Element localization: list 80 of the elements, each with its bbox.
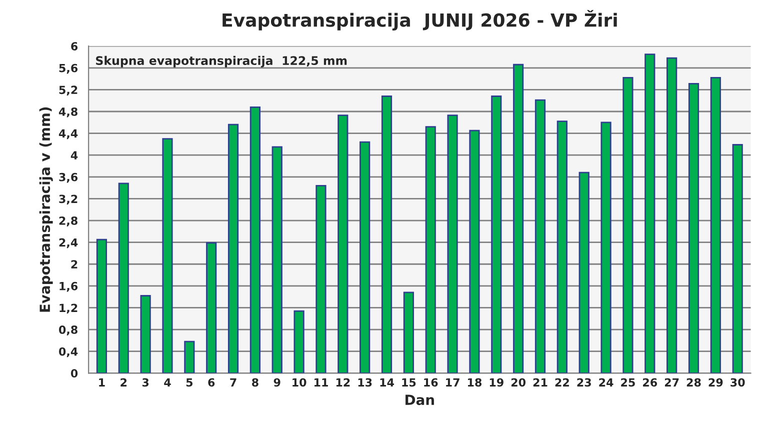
bar	[644, 54, 656, 374]
bar	[272, 146, 282, 374]
bar	[140, 295, 151, 374]
bar	[403, 292, 414, 374]
y-tick-label: 4	[70, 151, 78, 160]
x-tick-label: 1	[99, 378, 105, 386]
bar	[732, 144, 743, 374]
bar	[622, 77, 634, 374]
chart-title: Evapotranspiracija JUNIJ 2026 - VP Žiri	[222, 10, 617, 31]
x-tick-label: 11	[314, 378, 328, 386]
x-tick-label: 12	[336, 378, 350, 386]
x-tick-label: 30	[730, 378, 745, 387]
x-tick-label: 15	[402, 378, 416, 387]
y-tick-label: 2	[71, 260, 78, 268]
x-tick-label: 4	[164, 378, 171, 386]
bar	[206, 242, 217, 374]
x-tick-label: 18	[468, 378, 482, 387]
x-tick-label: 29	[708, 378, 723, 387]
x-tick-label: 22	[555, 378, 569, 386]
y-tick-label: 4,8	[58, 107, 78, 118]
y-tick-label: 5,2	[59, 86, 78, 96]
bar	[316, 184, 326, 374]
x-axis-title: Dan	[406, 394, 434, 406]
x-tick-label: 26	[643, 378, 658, 387]
x-tick-label: 25	[621, 378, 635, 387]
bar	[250, 106, 260, 374]
x-tick-label: 21	[533, 378, 548, 386]
bar	[469, 130, 480, 374]
bar	[600, 122, 612, 374]
y-tick-label: 1,2	[60, 304, 78, 314]
y-tick-label: 2,8	[59, 216, 78, 226]
x-tick-label: 16	[424, 378, 438, 387]
y-tick-label: 2,4	[59, 238, 78, 248]
y-tick-label: 0,8	[58, 326, 78, 336]
x-tick-label: 28	[686, 378, 701, 387]
bar	[666, 57, 678, 374]
bar	[118, 182, 129, 374]
x-tick-label: 24	[599, 378, 614, 386]
x-tick-label: 3	[142, 378, 149, 387]
y-tick-label: 0	[70, 369, 78, 378]
bar	[184, 340, 195, 374]
x-tick-label: 6	[208, 378, 215, 387]
x-tick-label: 20	[511, 378, 526, 387]
x-tick-label: 23	[577, 378, 591, 387]
bar	[710, 77, 721, 374]
bar	[447, 114, 458, 374]
y-tick-label: 3,2	[59, 194, 78, 205]
y-tick-label: 6	[71, 42, 78, 50]
x-tick-label: 19	[490, 378, 504, 387]
bar	[338, 114, 348, 374]
y-tick-label: 5,6	[59, 64, 78, 74]
bar	[228, 124, 239, 374]
x-tick-label: 13	[358, 378, 372, 387]
x-tick-label: 10	[292, 378, 306, 387]
bar	[513, 64, 524, 374]
bar	[556, 120, 568, 374]
bar	[425, 126, 436, 374]
x-tick-label: 9	[274, 378, 280, 387]
y-tick-label: 4,4	[58, 129, 78, 140]
bar	[381, 96, 392, 374]
y-tick-label: 1,6	[60, 282, 78, 292]
bar	[578, 172, 590, 374]
x-tick-label: 7	[230, 378, 236, 386]
y-tick-label: 0,4	[58, 347, 78, 358]
bar	[360, 141, 370, 374]
bar	[294, 310, 304, 374]
y-tick-label: 3,6	[59, 172, 78, 183]
bar	[162, 138, 173, 374]
x-tick-label: 27	[664, 378, 679, 386]
x-tick-label: 17	[446, 378, 460, 386]
y-axis-title: Evapotranspiracija v (mm)	[39, 107, 53, 312]
annotation: Skupna evapotranspiracija 122,5 mm	[96, 56, 347, 68]
x-tick-label: 2	[120, 378, 127, 386]
x-tick-label: 8	[252, 378, 258, 387]
bar	[534, 99, 546, 374]
x-tick-label: 5	[186, 378, 193, 387]
x-tick-label: 14	[380, 378, 394, 386]
bar	[688, 83, 700, 374]
bar	[96, 238, 108, 374]
bar	[491, 96, 502, 374]
